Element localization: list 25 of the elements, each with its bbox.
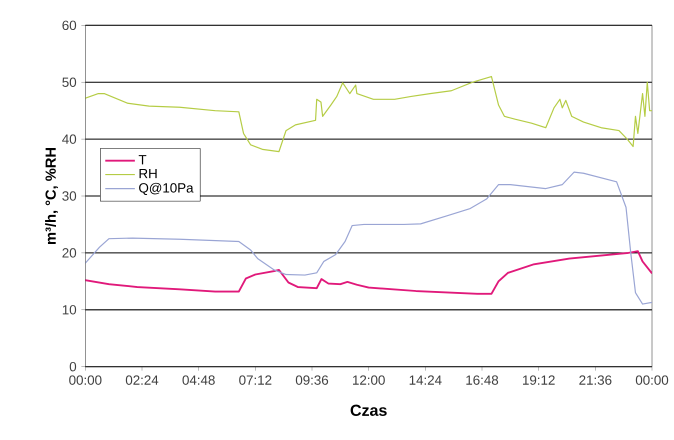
y-tick-label: 20	[62, 248, 76, 258]
y-axis-title: m³/h, °C, %RH	[45, 148, 58, 244]
y-tick-label: 50	[62, 78, 76, 87]
x-tick-label: 19:12	[523, 375, 555, 385]
y-tick-label: 10	[62, 305, 76, 314]
y-tick-label: 0	[70, 362, 76, 372]
x-tick-label: 21:36	[579, 375, 612, 385]
x-tick-label: 00:00	[636, 375, 668, 385]
legend-label: Q@10Pa	[139, 182, 194, 196]
x-tick-label: 00:00	[69, 375, 102, 385]
y-tick-label: 30	[62, 191, 76, 201]
x-tick-label: 07:12	[239, 375, 272, 385]
x-axis-title: Czas	[350, 404, 387, 416]
x-tick-label: 16:48	[466, 375, 498, 385]
x-tick-label: 04:48	[182, 375, 215, 385]
x-tick-label: 14:24	[410, 375, 442, 385]
legend-label: RH	[140, 168, 157, 178]
x-tick-label: 02:24	[126, 375, 158, 385]
legend-label: T	[138, 155, 146, 164]
x-tick-label: 12:00	[353, 375, 385, 385]
y-tick-label: 60	[62, 20, 76, 30]
line-series	[85, 250, 652, 295]
x-tick-label: 09:36	[296, 375, 328, 385]
line-series	[85, 76, 652, 152]
y-tick-label: 40	[62, 134, 76, 144]
